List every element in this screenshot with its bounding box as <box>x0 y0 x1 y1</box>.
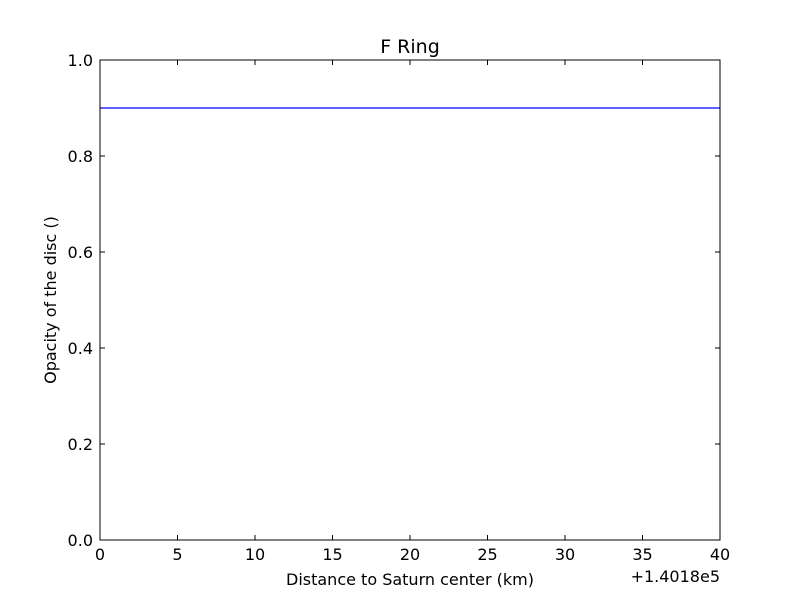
x-tick-label: 30 <box>555 545 575 564</box>
x-offset-label: +1.4018e5 <box>631 567 720 586</box>
x-tick-label: 35 <box>632 545 652 564</box>
x-tick-label: 20 <box>400 545 420 564</box>
x-axis-label: Distance to Saturn center (km) <box>286 570 534 589</box>
x-tick-label: 40 <box>710 545 730 564</box>
plot-frame <box>99 59 721 541</box>
y-axis-ticks: 0.0 0.2 0.4 0.6 0.8 1.0 <box>68 51 720 550</box>
y-tick-label: 0.8 <box>68 147 93 166</box>
x-tick-label: 0 <box>95 545 105 564</box>
y-tick-label: 0.0 <box>68 531 93 550</box>
y-tick-label: 1.0 <box>68 51 93 70</box>
y-axis-label: Opacity of the disc () <box>41 216 60 384</box>
chart-title: F Ring <box>380 36 440 58</box>
x-tick-label: 5 <box>172 545 182 564</box>
y-tick-label: 0.6 <box>68 243 93 262</box>
x-tick-label: 10 <box>245 545 265 564</box>
plot-area <box>100 60 720 540</box>
x-axis-ticks: 0 5 10 15 20 25 30 35 40 <box>95 60 730 564</box>
y-tick-label: 0.4 <box>68 339 93 358</box>
y-tick-label: 0.2 <box>68 435 93 454</box>
x-tick-label: 15 <box>322 545 342 564</box>
x-tick-label: 25 <box>477 545 497 564</box>
